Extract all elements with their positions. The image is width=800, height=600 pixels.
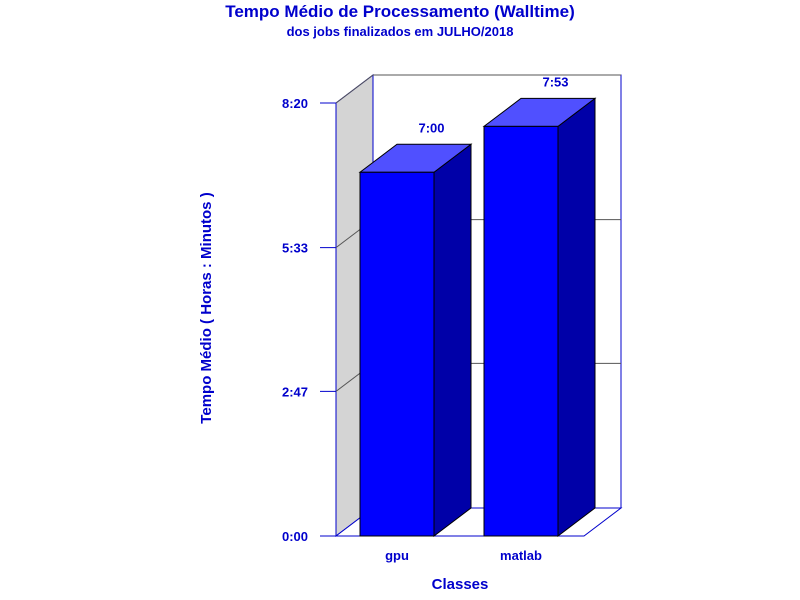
y-axis: 0:00 2:47 5:33 8:20 — [282, 96, 336, 544]
x-tick-label: gpu — [385, 548, 409, 563]
bar-front — [483, 125, 559, 537]
y-tick-label: 2:47 — [282, 384, 308, 399]
x-axis-label: Classes — [432, 576, 489, 593]
bar-side — [557, 97, 596, 538]
x-axis: gpu matlab — [385, 548, 542, 563]
gridline-depth — [335, 74, 374, 104]
y-tick-label: 0:00 — [282, 529, 308, 544]
bar-matlab: 7:53 — [482, 74, 597, 538]
y-tick-label: 8:20 — [282, 96, 308, 111]
bar-side — [433, 143, 472, 538]
x-tick-label: matlab — [500, 548, 542, 563]
bar-front — [359, 171, 435, 537]
y-tick-label: 5:33 — [282, 241, 308, 256]
bar-gpu: 7:00 — [358, 120, 473, 538]
data-label: 7:53 — [542, 74, 568, 89]
chart-title: Tempo Médio de Processamento (Walltime) — [225, 2, 575, 21]
y-axis-label: Tempo Médio ( Horas : Minutos ) — [198, 192, 215, 423]
chart-subtitle: dos jobs finalizados em JULHO/2018 — [287, 24, 514, 39]
bars: 7:00 7:53 — [358, 74, 597, 538]
data-label: 7:00 — [418, 120, 444, 135]
